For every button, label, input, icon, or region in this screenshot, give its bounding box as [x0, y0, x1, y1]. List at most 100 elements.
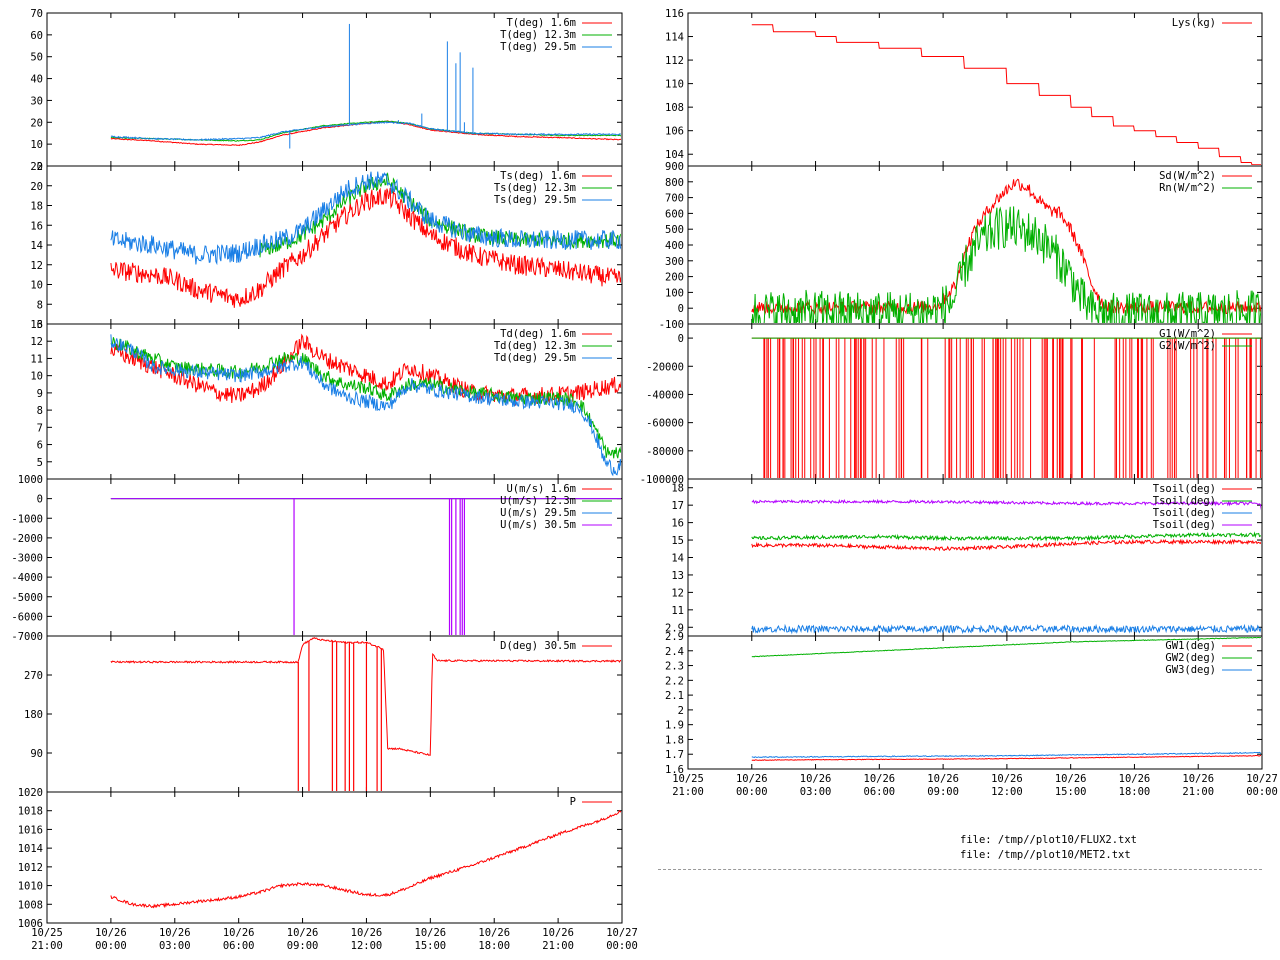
x-tick-time: 18:00 [478, 940, 510, 952]
y-tick-label: 1.7 [665, 749, 684, 761]
y-tick-label: 1014 [18, 843, 43, 855]
series-line-4 [751, 498, 1261, 511]
plot-area [751, 24, 1261, 165]
legend-label: T(deg) 29.5m [500, 41, 576, 53]
x-tick-time: 06:00 [864, 786, 896, 798]
y-tick-label: 500 [665, 224, 684, 236]
plot-area [110, 333, 621, 477]
legend-label: P [570, 796, 576, 808]
x-tick-date: 10/26 [478, 927, 510, 939]
y-tick-label: 6 [37, 440, 43, 452]
panel-11: 1.6 1.7 1.8 1.9 2 2.1 2.2 2.3 2.4 2.9 GW1(deg)GW2(… [665, 631, 1278, 798]
y-tick-label: 0 [678, 333, 684, 345]
x-tick-time: 03:00 [800, 786, 832, 798]
plot-area [751, 498, 1261, 635]
x-tick-time: 09:00 [927, 786, 959, 798]
x-tick-date: 10/26 [159, 927, 191, 939]
x-tick-date: 10/26 [1182, 773, 1214, 785]
x-tick-time: 09:00 [287, 940, 319, 952]
y-tick-label: 60 [30, 30, 43, 42]
y-tick-label: 14 [30, 240, 43, 252]
y-tick-label: 0 [678, 303, 684, 315]
series-line-1 [751, 178, 1261, 316]
y-tick-label: 300 [665, 256, 684, 268]
x-tick-time: 03:00 [159, 940, 191, 952]
y-tick-label: -60000 [646, 418, 684, 430]
y-tick-label: 0 [37, 161, 43, 173]
legend-label: G2(W/m^2) [1159, 340, 1216, 352]
legend-label: Ts(deg) 12.3m [494, 182, 576, 194]
x-tick-time: 15:00 [415, 940, 447, 952]
legend-label: Rn(W/m^2) [1159, 182, 1216, 194]
x-tick-date: 10/26 [1119, 773, 1151, 785]
x-tick-time: 00:00 [1246, 786, 1278, 798]
y-tick-label: -3000 [11, 553, 43, 565]
plot-area [110, 171, 621, 308]
series-line-1 [110, 809, 621, 909]
y-tick-label: 18 [30, 201, 43, 213]
y-tick-label: -4000 [11, 572, 43, 584]
y-tick-label: 2.1 [665, 690, 684, 702]
y-tick-label: 1012 [18, 862, 43, 874]
y-tick-label: 18 [671, 483, 684, 495]
plot-area [110, 23, 621, 149]
x-tick-time: 18:00 [1119, 786, 1151, 798]
series-line-3 [110, 171, 621, 266]
plot-area [751, 178, 1261, 323]
x-tick-date: 10/26 [864, 773, 896, 785]
panel-frame [46, 791, 623, 924]
y-tick-label: -80000 [646, 446, 684, 458]
y-tick-label: -6000 [11, 611, 43, 623]
series-line-2 [110, 120, 621, 142]
panel-9: -100000 -80000 -60000 -40000 -20000 0 G1(W/m^2… [640, 323, 1263, 486]
y-tick-label: 1.9 [665, 720, 684, 732]
y-tick-label: 14 [671, 553, 684, 565]
y-tick-label: -5000 [11, 592, 43, 604]
plot-area [751, 337, 1261, 478]
y-tick-label: 0 [37, 494, 43, 506]
series-line-3 [110, 334, 621, 477]
legend-label: Tsoil(deg) [1153, 519, 1216, 531]
y-tick-label: 5 [37, 457, 43, 469]
x-tick-time: 15:00 [1055, 786, 1087, 798]
series-line-3 [751, 751, 1261, 759]
legend-label: U(m/s) 30.5m [500, 519, 576, 531]
y-tick-label: 90 [30, 748, 43, 760]
y-tick-label: 70 [30, 8, 43, 20]
y-tick-label: 40 [30, 74, 43, 86]
x-tick-date: 10/26 [287, 927, 319, 939]
y-tick-label: 30 [30, 95, 43, 107]
y-tick-label: 2.4 [665, 646, 684, 658]
x-tick-time: 00:00 [95, 940, 127, 952]
y-tick-label: 400 [665, 240, 684, 252]
legend-label: Td(deg) 1.6m [500, 328, 576, 340]
x-tick-time: 21:00 [1182, 786, 1214, 798]
legend-label: Tsoil(deg) [1153, 507, 1216, 519]
legend-label: Td(deg) 12.3m [494, 340, 576, 352]
legend-label: Td(deg) 29.5m [494, 352, 576, 364]
footer-divider [658, 869, 1262, 870]
x-tick-time: 06:00 [223, 940, 255, 952]
y-tick-label: 1000 [18, 474, 43, 486]
legend-label: U(m/s) 12.3m [500, 495, 576, 507]
y-tick-label: -40000 [646, 389, 684, 401]
series-line-2 [751, 531, 1261, 542]
y-tick-label: 11 [671, 605, 684, 617]
y-tick-label: 50 [30, 52, 43, 64]
y-tick-label: 20 [30, 117, 43, 129]
y-tick-label: 110 [665, 79, 684, 91]
y-tick-label: 10 [30, 139, 43, 151]
plot-area [110, 809, 621, 909]
y-tick-label: 2.2 [665, 675, 684, 687]
legend-label: GW3(deg) [1165, 664, 1216, 676]
plot-area [751, 637, 1261, 761]
x-tick-date: 10/26 [991, 773, 1023, 785]
file-label-met: file: /tmp//plot10/MET2.txt [960, 849, 1131, 861]
y-tick-label: 1016 [18, 824, 43, 836]
y-tick-label: 16 [671, 518, 684, 530]
series-line-1 [751, 755, 1261, 761]
y-tick-label: -20000 [646, 361, 684, 373]
